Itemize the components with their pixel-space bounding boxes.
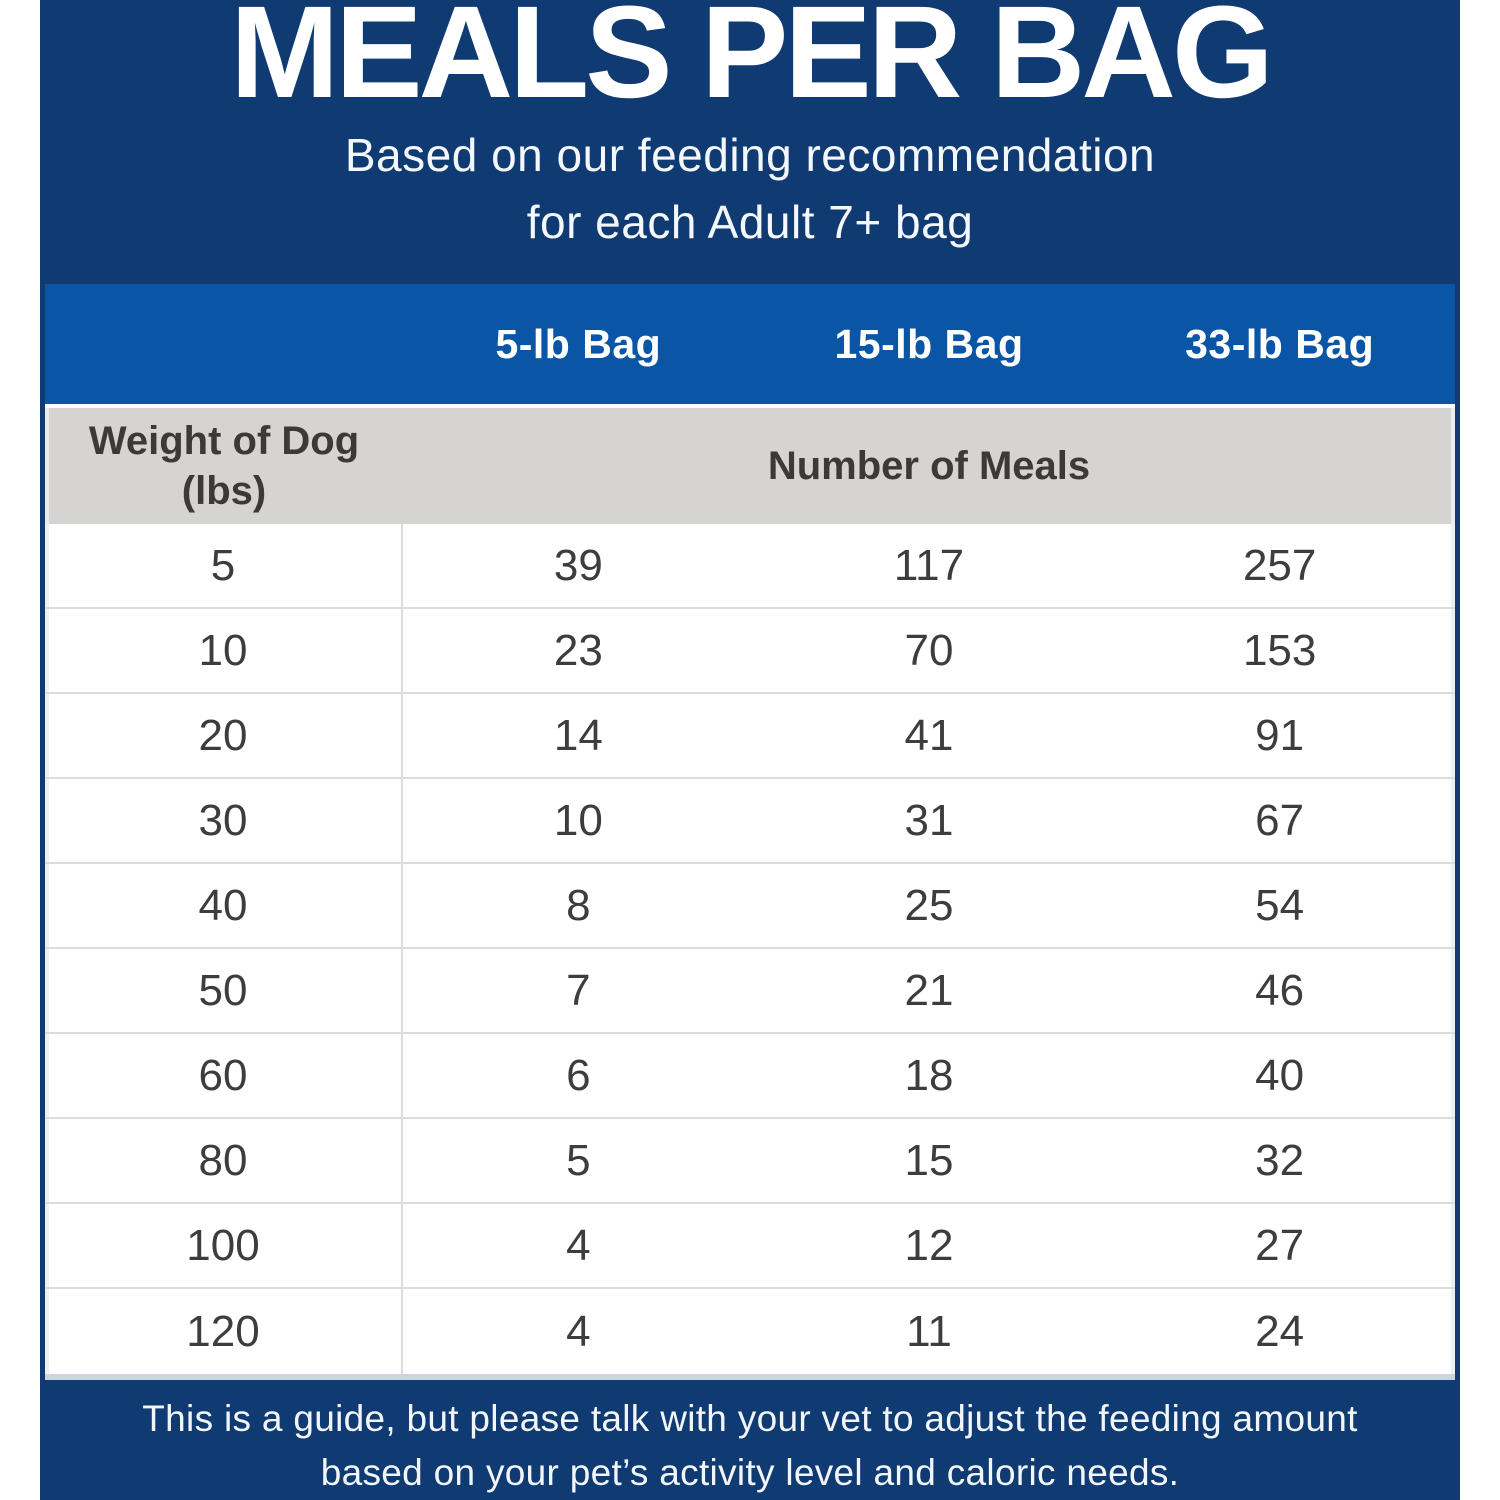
table-row: 80 5 15 32: [45, 1119, 1455, 1204]
meals-15lb-value: 18: [904, 1050, 954, 1100]
meals-33lb-value: 40: [1255, 1050, 1305, 1100]
meals-5lb-value: 6: [566, 1050, 591, 1100]
header-divider-gap: [45, 404, 1455, 408]
table-row: 100 4 12 27: [45, 1204, 1455, 1289]
meals-subheader: Number of Meals: [767, 444, 1091, 488]
weight-header-line-2: (lbs): [181, 469, 267, 513]
meals-5lb-value: 14: [553, 710, 603, 760]
meals-5lb-value: 7: [566, 965, 591, 1015]
weight-value: 5: [45, 524, 403, 607]
table-row: 120 4 11 24: [45, 1289, 1455, 1374]
weight-value: 60: [45, 1034, 403, 1117]
column-header-5lb-bag: 5-lb Bag: [495, 320, 662, 367]
table-row: 40 8 25 54: [45, 864, 1455, 949]
meals-15lb-value: 11: [906, 1306, 952, 1356]
weight-value: 10: [45, 609, 403, 692]
meals-33lb-value: 32: [1255, 1135, 1305, 1185]
table-row: 5 39 117 257: [45, 524, 1455, 609]
weight-value: 80: [45, 1119, 403, 1202]
meals-15lb-value: 25: [904, 880, 954, 930]
meals-table: 5-lb Bag 15-lb Bag 33-lb Bag Weight of D…: [40, 284, 1460, 1380]
meals-15lb-value: 15: [904, 1135, 954, 1185]
weight-value: 40: [45, 864, 403, 947]
bag-header-row: 5-lb Bag 15-lb Bag 33-lb Bag: [45, 284, 1455, 404]
meals-5lb-value: 4: [566, 1220, 591, 1270]
weight-value: 20: [45, 694, 403, 777]
meals-15lb-value: 41: [904, 710, 954, 760]
meals-15lb-value: 12: [904, 1220, 954, 1270]
weight-value: 100: [45, 1204, 403, 1287]
meals-5lb-value: 23: [553, 625, 603, 675]
table-row: 60 6 18 40: [45, 1034, 1455, 1119]
meals-33lb-value: 54: [1255, 880, 1305, 930]
page-title: MEALS PER BAG: [230, 0, 1274, 125]
meals-5lb-value: 4: [566, 1306, 591, 1356]
column-header-15lb-bag: 15-lb Bag: [834, 320, 1024, 367]
meals-15lb-value: 70: [904, 625, 954, 675]
meals-33lb-value: 91: [1255, 710, 1305, 760]
meals-33lb-value: 46: [1255, 965, 1305, 1015]
table-row: 50 7 21 46: [45, 949, 1455, 1034]
bag-header-spacer: [45, 284, 403, 404]
table-body: 5 39 117 257 10 23 70 153 20 14 41 91 30…: [45, 524, 1455, 1380]
meals-5lb-value: 10: [553, 795, 603, 845]
weight-value: 50: [45, 949, 403, 1032]
table-row: 30 10 31 67: [45, 779, 1455, 864]
weight-value: 30: [45, 779, 403, 862]
weight-column-header: Weight of Dog (lbs): [45, 408, 403, 524]
table-row: 20 14 41 91: [45, 694, 1455, 779]
content-area: MEALS PER BAG Based on our feeding recom…: [40, 0, 1460, 1500]
weight-value: 120: [45, 1289, 403, 1374]
subtitle-line-1: Based on our feeding recommendation: [344, 129, 1156, 181]
meals-15lb-value: 117: [893, 540, 965, 590]
meals-33lb-value: 24: [1255, 1306, 1305, 1356]
meals-15lb-value: 21: [904, 965, 954, 1015]
subtitle-line-2: for each Adult 7+ bag: [526, 196, 974, 248]
footer-note-line-1: This is a guide, but please talk with yo…: [142, 1398, 1358, 1439]
footer-note-line-2: based on your pet’s activity level and c…: [320, 1452, 1180, 1493]
column-header-33lb-bag: 33-lb Bag: [1185, 320, 1375, 367]
meals-33lb-value: 27: [1255, 1220, 1305, 1270]
footer-note: This is a guide, but please talk with yo…: [40, 1380, 1460, 1500]
header-band: MEALS PER BAG Based on our feeding recom…: [40, 0, 1460, 284]
table-row: 10 23 70 153: [45, 609, 1455, 694]
meals-33lb-value: 257: [1242, 540, 1317, 590]
subheader-row: Weight of Dog (lbs) Number of Meals: [45, 408, 1455, 524]
meals-5lb-value: 5: [566, 1135, 591, 1185]
meals-5lb-value: 39: [553, 540, 603, 590]
meals-15lb-value: 31: [904, 795, 954, 845]
meals-33lb-value: 153: [1242, 625, 1317, 675]
meals-33lb-value: 67: [1255, 795, 1305, 845]
weight-header-line-1: Weight of Dog: [88, 419, 360, 463]
meals-5lb-value: 8: [566, 880, 591, 930]
